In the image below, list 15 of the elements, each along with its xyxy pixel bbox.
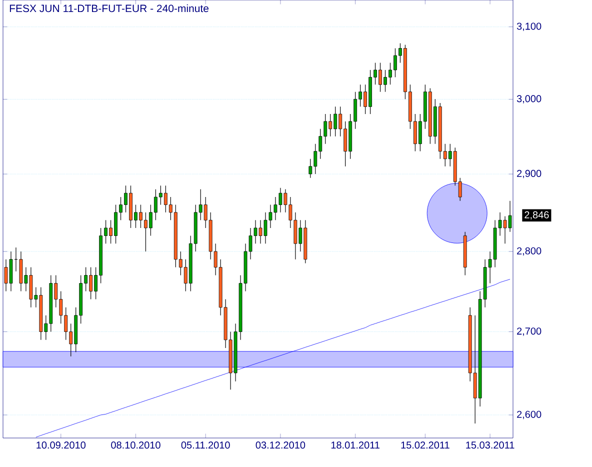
y-tick-label: 2,900 [517,170,542,178]
y-tick-label: 2,800 [517,247,542,256]
x-tick-label: 08.10.2010 [111,442,160,449]
text: 2,846 [524,211,549,220]
y-tick-label: 2,700 [517,328,542,336]
y-tick-label: 2,600 [517,410,542,420]
chart-title: FESX JUN 11-DTB-FUT-EUR - 240-minute [10,4,209,12]
y-tick-label: 3,000 [516,95,542,104]
x-tick-label: 05.11.2010 [181,442,230,449]
y-tick-label: 3,100 [516,22,542,31]
x-tick-label: 15.02.2011 [401,442,450,449]
x-tick-label: 10.09.2010 [36,442,86,449]
x-tick-label: 18.01.2011 [331,442,380,449]
x-tick-label: 15.03.2011 [466,442,514,449]
x-tick-label: 03.12.2010 [256,442,306,449]
